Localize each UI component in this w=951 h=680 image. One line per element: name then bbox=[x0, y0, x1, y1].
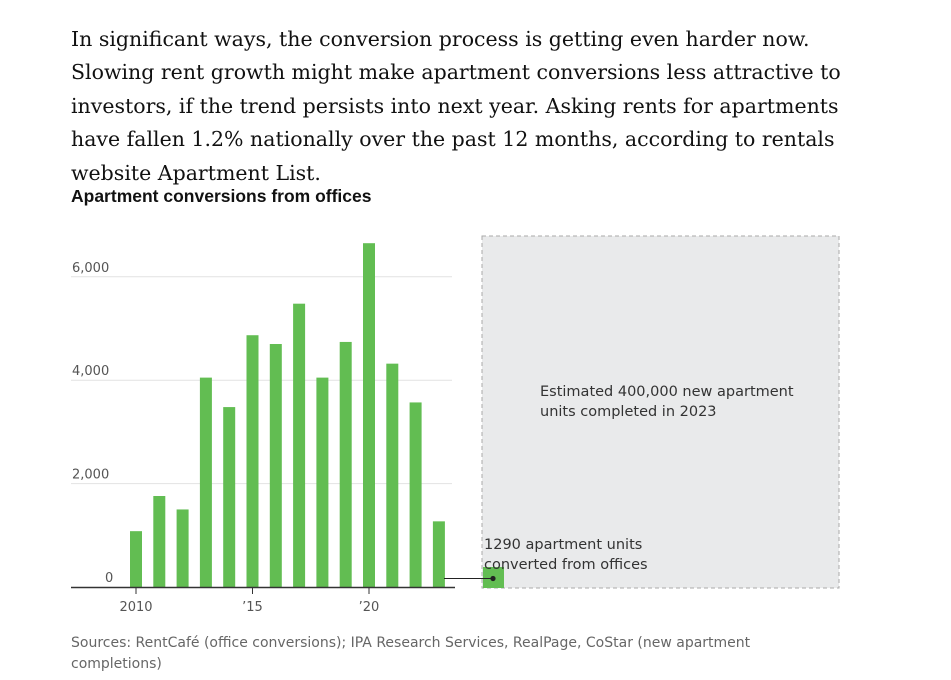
estimate-label-line-1: Estimated 400,000 new apartment bbox=[540, 384, 794, 400]
y-tick-label: 0 bbox=[105, 571, 113, 586]
sources-note: Sources: RentCafé (office conversions); … bbox=[71, 635, 751, 672]
bar-2015 bbox=[246, 335, 259, 587]
bar-2012 bbox=[176, 509, 189, 587]
x-axis-ticks: 2010 ’15 ’20 bbox=[119, 588, 379, 615]
bar-2017 bbox=[293, 303, 306, 587]
connector-dot bbox=[490, 575, 496, 582]
x-tick-label: 2010 bbox=[119, 600, 152, 615]
bar-2022 bbox=[409, 402, 422, 587]
x-tick-label: ’15 bbox=[242, 600, 263, 615]
y-tick-label: 6,000 bbox=[72, 261, 109, 276]
y-tick-label: 2,000 bbox=[72, 468, 109, 483]
estimated-new-units-box bbox=[481, 235, 840, 589]
y-axis-tick-labels: 0 2,000 4,000 6,000 bbox=[72, 261, 113, 586]
bar-2013 bbox=[199, 377, 212, 587]
chart-title: Apartment conversions from offices bbox=[71, 186, 372, 206]
bar-2016 bbox=[269, 344, 282, 587]
bar-2023 bbox=[432, 521, 445, 587]
bar-2019 bbox=[339, 341, 352, 587]
bar-2020 bbox=[363, 243, 375, 587]
bar-2010 bbox=[130, 531, 142, 587]
bar-2021 bbox=[386, 363, 399, 587]
estimate-label-line-2: units completed in 2023 bbox=[540, 404, 717, 420]
x-tick-label: ’20 bbox=[359, 600, 380, 615]
y-tick-label: 4,000 bbox=[72, 364, 109, 379]
bar-2018 bbox=[316, 377, 329, 587]
bar-2014 bbox=[223, 407, 236, 587]
converted-label-line-1: 1290 apartment units bbox=[484, 537, 642, 553]
article-paragraph: In significant ways, the conversion proc… bbox=[71, 26, 841, 185]
bars bbox=[130, 243, 445, 587]
converted-label-line-2: converted from offices bbox=[484, 557, 648, 573]
bar-2011 bbox=[153, 496, 166, 587]
